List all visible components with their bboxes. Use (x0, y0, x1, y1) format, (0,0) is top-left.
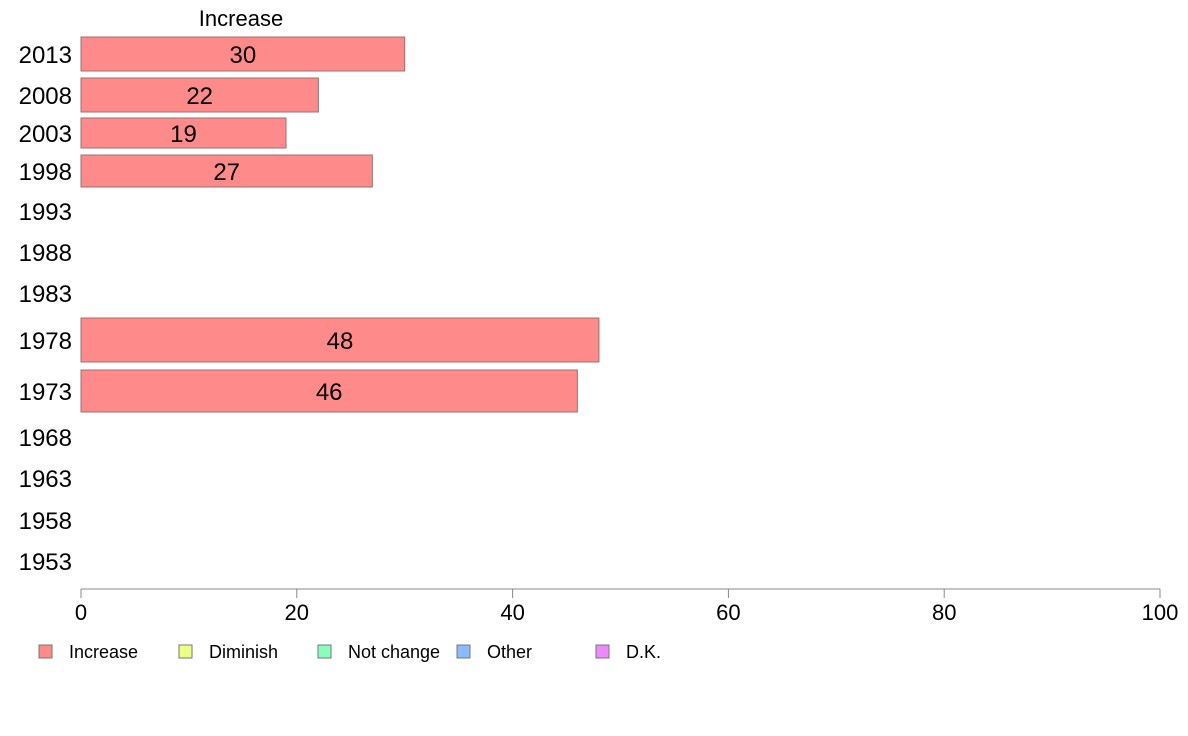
column-header: Increase (199, 6, 283, 31)
legend-swatch-not-change (317, 644, 332, 659)
legend: Increase Diminish Not change Other D.K. (38, 642, 661, 662)
legend-label-d-k-: D.K. (626, 642, 661, 662)
x-tick-label-0: 0 (75, 600, 87, 625)
y-label-1983: 1983 (19, 281, 72, 308)
bar-value-label-2013: 30 (229, 42, 256, 69)
bars: 30 22 19 27 48 46 (80, 36, 600, 413)
y-label-1968: 1968 (19, 425, 72, 452)
bar-increase-1978 (80, 317, 600, 363)
legend-swatch-d-k- (595, 644, 610, 659)
y-label-1958: 1958 (19, 508, 72, 535)
legend-swatch-increase (38, 644, 53, 659)
bar-increase-2013 (80, 36, 406, 72)
x-tick-label-100: 100 (1142, 600, 1179, 625)
x-axis: 0 20 40 60 80 100 (75, 588, 1179, 625)
y-label-1988: 1988 (19, 240, 72, 267)
y-label-2008: 2008 (19, 83, 72, 110)
x-tick-label-80: 80 (932, 600, 956, 625)
bar-increase-1998 (80, 154, 373, 188)
y-axis-labels: 2013 2008 2003 1998 1993 1988 1983 1978 1973 1968… (19, 42, 72, 576)
y-label-1963: 1963 (19, 466, 72, 493)
y-label-1953: 1953 (19, 549, 72, 576)
y-label-1973: 1973 (19, 379, 72, 406)
y-label-1993: 1993 (19, 199, 72, 226)
legend-swatch-other (456, 644, 471, 659)
y-label-2003: 2003 (19, 121, 72, 148)
x-tick-label-60: 60 (716, 600, 740, 625)
y-label-1998: 1998 (19, 159, 72, 186)
bar-value-label-1973: 46 (316, 379, 343, 406)
x-tick-label-40: 40 (500, 600, 524, 625)
legend-label-other: Other (487, 642, 532, 662)
legend-label-not-change: Not change (348, 642, 440, 662)
bar-value-label-2008: 22 (186, 83, 213, 110)
bar-increase-1973 (80, 369, 578, 413)
x-tick-label-20: 20 (285, 600, 309, 625)
legend-label-diminish: Diminish (209, 642, 278, 662)
legend-swatch-diminish (178, 644, 193, 659)
bar-increase-2003 (80, 117, 287, 149)
bar-value-label-2003: 19 (170, 121, 197, 148)
bar-value-label-1998: 27 (213, 159, 240, 186)
bar-value-label-1978: 48 (327, 328, 354, 355)
y-label-2013: 2013 (19, 42, 72, 69)
bar-increase-2008 (80, 77, 319, 113)
legend-label-increase: Increase (69, 642, 138, 662)
y-label-1978: 1978 (19, 328, 72, 355)
